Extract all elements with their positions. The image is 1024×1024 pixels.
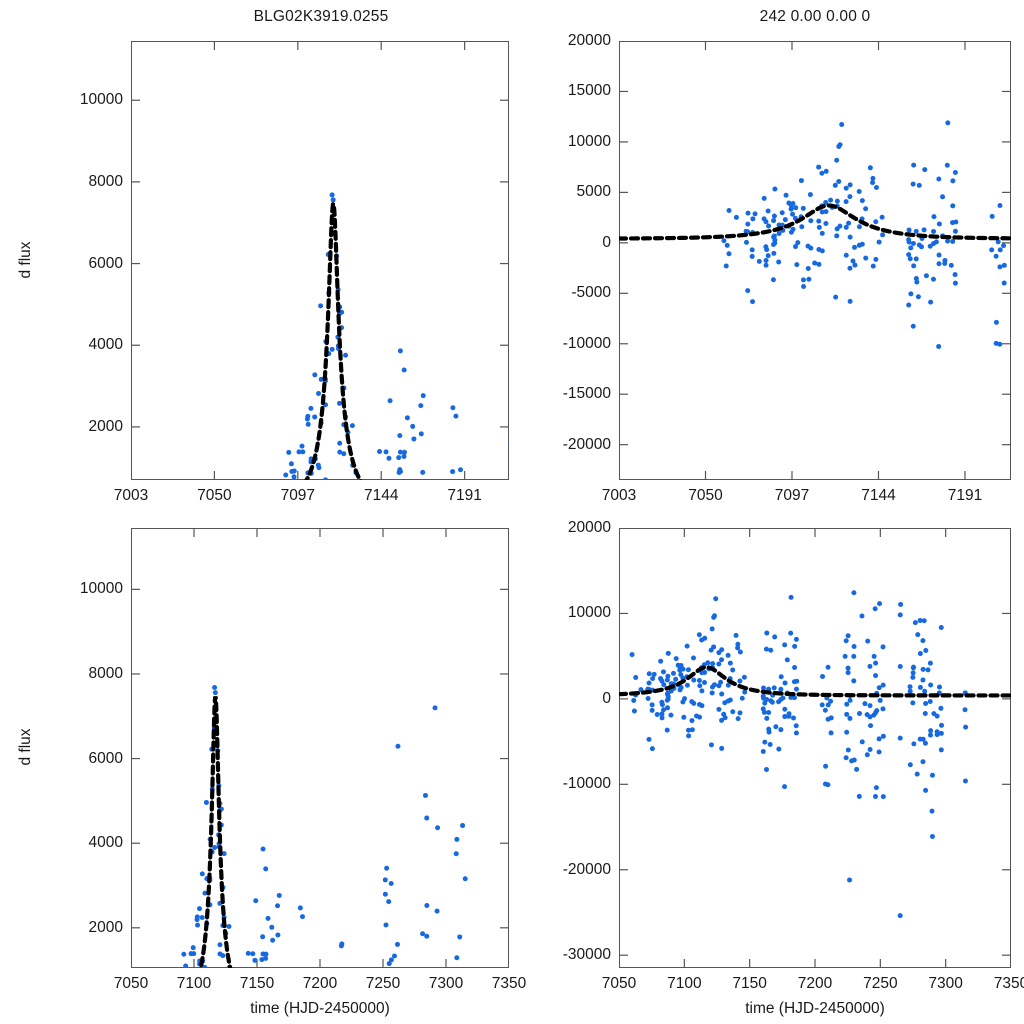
y-tick-label: 6000 — [88, 254, 123, 272]
x-tick-label: 7097 — [280, 487, 316, 504]
y-tick-label: 0 — [602, 689, 611, 707]
x-tick-label: 7100 — [176, 975, 212, 992]
scatter-plot-top-left — [131, 41, 509, 480]
y-tick-label: 0 — [602, 233, 611, 251]
y-tick-label: 10000 — [79, 580, 123, 598]
y-tick-label: 15000 — [567, 82, 611, 100]
panel-frame — [131, 41, 509, 480]
x-tick-label: 7250 — [863, 975, 898, 992]
panel-title-top-right: 242 0.00 0.00 0 — [759, 8, 871, 25]
y-tick-label: 4000 — [88, 834, 123, 852]
panel-title-top-left: BLG02K3919.0255 — [253, 8, 389, 25]
y-tick-label: 6000 — [88, 749, 123, 767]
panel-top-left — [131, 41, 509, 480]
y-tick-label: -5000 — [571, 284, 611, 302]
y-tick-label: 20000 — [567, 32, 611, 49]
y-axis-title: d flux — [17, 728, 34, 766]
x-tick-label: 7250 — [365, 975, 401, 992]
scatter-plot-top-right — [619, 41, 1011, 480]
x-tick-label: 7050 — [688, 487, 723, 504]
panel-frame — [619, 528, 1011, 968]
x-tick-label: 7050 — [113, 975, 149, 992]
y-tick-label: 20000 — [567, 519, 611, 536]
x-axis-title: time (HJD-2450000) — [745, 1000, 885, 1017]
panel-top-right — [619, 41, 1011, 480]
y-tick-label: 2000 — [88, 918, 123, 936]
x-tick-label: 7350 — [993, 975, 1024, 992]
y-tick-label: 10000 — [79, 91, 123, 109]
x-tick-label: 7144 — [363, 487, 399, 504]
y-tick-label: 8000 — [88, 664, 123, 682]
y-tick-label: -15000 — [562, 385, 611, 403]
scatter-plot-bottom-right — [619, 528, 1011, 968]
x-tick-label: 7200 — [302, 975, 338, 992]
y-tick-label: 2000 — [88, 417, 123, 435]
y-tick-label: -10000 — [562, 334, 611, 352]
x-tick-label: 7300 — [428, 975, 464, 992]
x-tick-label: 7191 — [447, 487, 482, 504]
x-tick-label: 7150 — [732, 975, 767, 992]
x-tick-label: 7003 — [601, 487, 637, 504]
x-tick-label: 7097 — [774, 487, 810, 504]
y-axis-title: d flux — [17, 240, 34, 279]
y-tick-label: 5000 — [576, 183, 611, 201]
y-tick-label: 10000 — [567, 604, 611, 622]
x-tick-label: 7350 — [491, 975, 527, 992]
y-tick-label: -10000 — [562, 775, 611, 793]
x-tick-label: 7003 — [113, 487, 149, 504]
x-tick-label: 7191 — [947, 487, 983, 504]
panel-bottom-right — [619, 528, 1011, 968]
y-tick-label: -20000 — [562, 860, 611, 878]
y-tick-label: 10000 — [567, 132, 611, 150]
scatter-plot-bottom-left — [131, 528, 509, 968]
x-tick-label: 7050 — [197, 487, 232, 504]
panel-bottom-left — [131, 528, 509, 968]
x-tick-label: 7200 — [797, 975, 833, 992]
x-axis-title: time (HJD-2450000) — [250, 1000, 390, 1017]
x-tick-label: 7150 — [239, 975, 275, 992]
x-tick-label: 7050 — [601, 975, 637, 992]
x-tick-label: 7100 — [667, 975, 702, 992]
panel-frame — [131, 528, 509, 968]
x-tick-label: 7300 — [928, 975, 963, 992]
y-tick-label: -20000 — [562, 435, 611, 453]
y-tick-label: 8000 — [88, 172, 123, 190]
x-tick-label: 7144 — [861, 487, 896, 504]
y-tick-label: -30000 — [562, 946, 611, 964]
y-tick-label: 4000 — [88, 336, 123, 354]
